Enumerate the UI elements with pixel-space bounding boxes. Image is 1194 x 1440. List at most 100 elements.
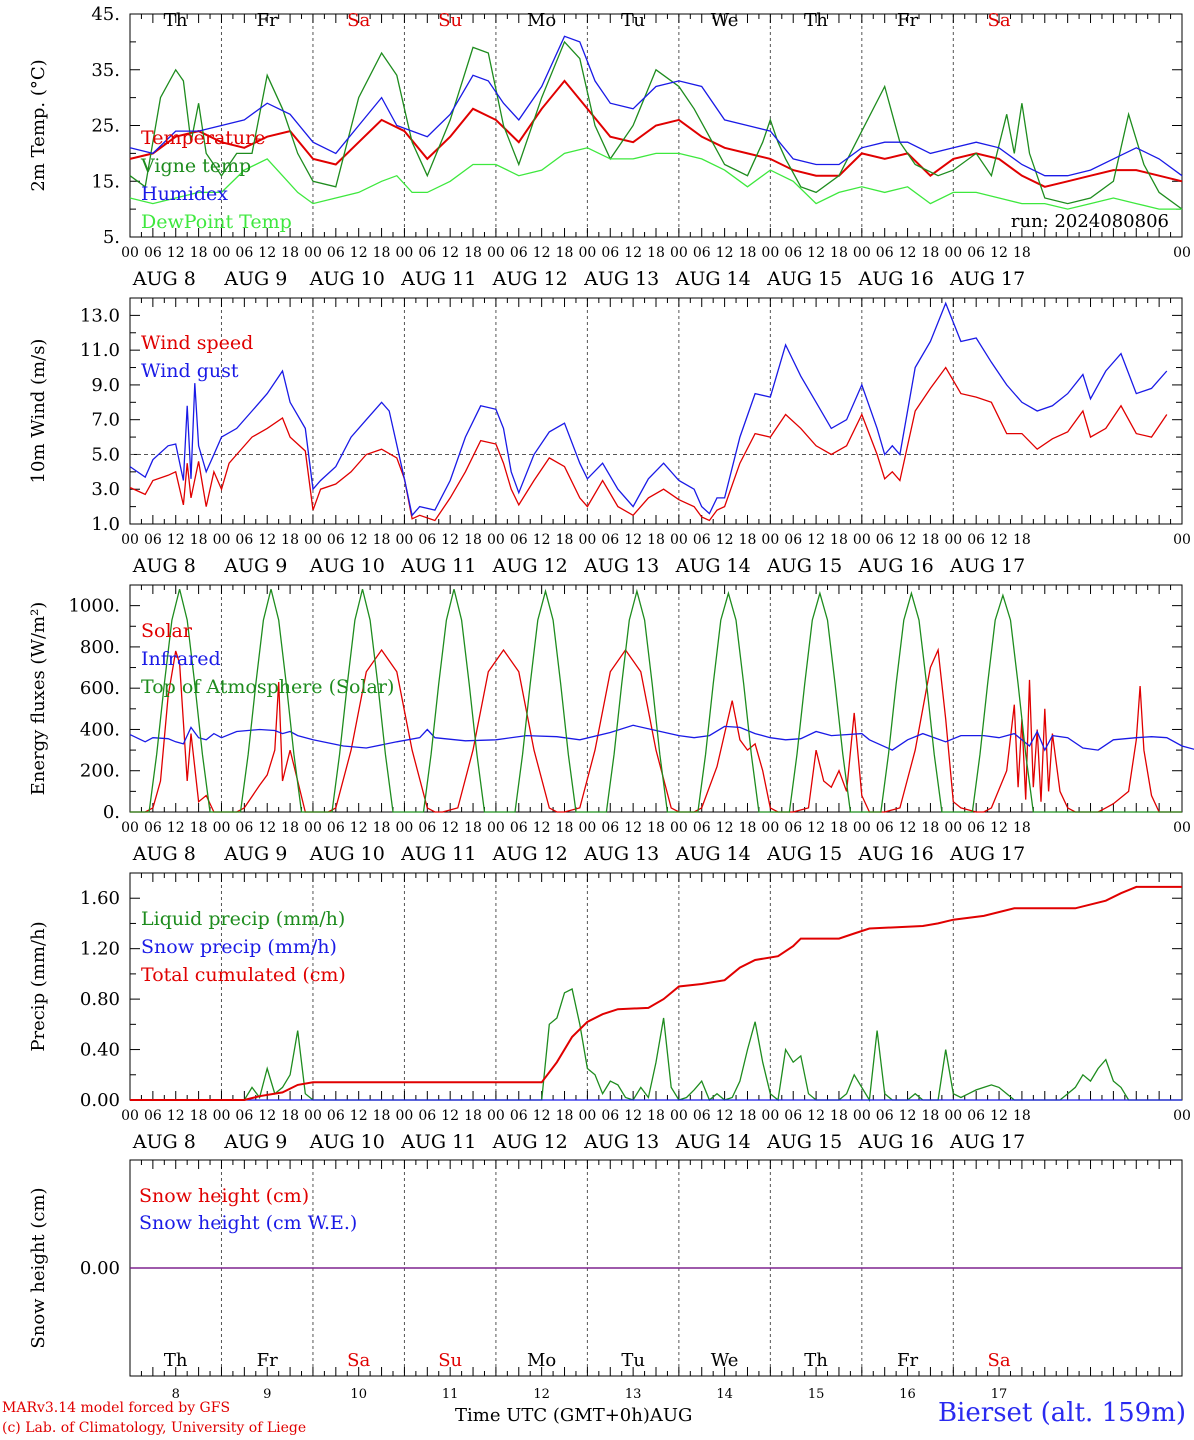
hour-tick-label: 00 [121, 1108, 139, 1124]
hour-tick-label: 18 [190, 532, 208, 548]
hour-tick-label: 18 [647, 1108, 665, 1124]
hour-tick-label: 00 [213, 820, 231, 836]
day-number-label: 11 [442, 1387, 459, 1402]
hour-tick-label: 12 [533, 245, 551, 261]
hour-tick-label: 18 [922, 1108, 940, 1124]
series-line-infrared [129, 724, 1194, 752]
series-line-wind-gust [129, 301, 1168, 517]
legend-entry: Snow precip (mm/h) [141, 936, 337, 958]
hour-tick-label: 06 [235, 1108, 253, 1124]
hour-tick-label: 18 [922, 245, 940, 261]
hour-tick-label: 06 [876, 245, 894, 261]
y-tick-label: 1.60 [80, 888, 120, 909]
hour-tick-label: 00 [853, 820, 871, 836]
date-label: AUG 13 [583, 1131, 659, 1153]
hour-tick-label: 18 [647, 532, 665, 548]
hour-tick-label: 06 [601, 245, 619, 261]
weekday-label: We [711, 1350, 739, 1371]
hour-tick-label: 00 [761, 1108, 779, 1124]
hour-tick-label: 06 [510, 1108, 528, 1124]
date-label: AUG 12 [492, 268, 568, 290]
run-label: run: 2024080806 [1011, 211, 1169, 232]
hour-tick-label: 12 [533, 1108, 551, 1124]
day-number-label: 13 [625, 1387, 642, 1402]
hour-tick-label: 00 [578, 1108, 596, 1124]
weekday-label: Fr [257, 10, 278, 31]
hour-tick-label: 18 [830, 1108, 848, 1124]
hour-tick-label: 06 [876, 820, 894, 836]
hour-tick-label: 00 [944, 532, 962, 548]
hour-tick-label: 12 [990, 1108, 1008, 1124]
panel-3 [129, 584, 1194, 813]
hour-tick-label: 12 [441, 532, 459, 548]
weekday-label: Mo [527, 1350, 556, 1371]
date-label: AUG 9 [223, 1131, 287, 1153]
panel-frame [129, 297, 1183, 525]
date-label: AUG 13 [583, 268, 659, 290]
weekday-label: Th [804, 1350, 828, 1371]
date-label: AUG 11 [400, 555, 476, 577]
y-tick-label: 0.00 [80, 1258, 120, 1279]
hour-tick-label: 00 [121, 532, 139, 548]
hour-tick-label: 18 [464, 245, 482, 261]
hour-tick-label: 06 [967, 1108, 985, 1124]
hour-tick-label: 06 [418, 532, 436, 548]
date-label: AUG 8 [132, 843, 196, 865]
hour-tick-label: 06 [784, 245, 802, 261]
hour-tick-label: 18 [1013, 820, 1031, 836]
date-label: AUG 10 [309, 1131, 385, 1153]
hour-tick-label: 06 [327, 1108, 345, 1124]
hour-tick-label: 18 [190, 245, 208, 261]
weekday-label: Fr [257, 1350, 278, 1371]
day-number-label: 10 [350, 1387, 367, 1402]
y-tick-label: 11.0 [80, 340, 120, 361]
hour-tick-label: 12 [899, 532, 917, 548]
hour-tick-label: 12 [624, 532, 642, 548]
hour-tick-label: 12 [350, 532, 368, 548]
y-tick-label: 7.0 [91, 410, 120, 431]
hour-tick-label: 00 [853, 245, 871, 261]
y-tick-label: 5.0 [91, 444, 120, 465]
legend-entry: Temperature [141, 127, 265, 149]
legend-entry: Total cumulated (cm) [141, 964, 346, 986]
hour-tick-label: 18 [373, 820, 391, 836]
panel-5 [129, 1159, 1183, 1377]
series-line-top-of-atmosphere-solar [130, 588, 1182, 813]
weekday-label: Mo [527, 10, 556, 31]
y-tick-label: 1000. [68, 596, 120, 617]
hour-tick-label: 00 [670, 245, 688, 261]
hour-tick-label: 00 [761, 532, 779, 548]
hour-tick-label: 00 [578, 245, 596, 261]
series-line-temperature [129, 79, 1183, 188]
hour-tick-label: 18 [556, 1108, 574, 1124]
hour-tick-label: 18 [739, 532, 757, 548]
hour-tick-label: 00 [853, 1108, 871, 1124]
y-tick-label: 0. [103, 802, 120, 823]
date-label: AUG 8 [132, 1131, 196, 1153]
date-label: AUG 16 [858, 1131, 934, 1153]
weekday-label: Sa [988, 1350, 1011, 1371]
series-line-wind-speed [129, 366, 1168, 522]
hour-tick-label: 00 [944, 820, 962, 836]
hour-tick-label: 12 [990, 532, 1008, 548]
date-label: AUG 16 [858, 843, 934, 865]
hour-tick-label: 06 [967, 245, 985, 261]
legend-entry: Top of Atmosphere (Solar) [141, 676, 394, 698]
hour-tick-label: 18 [373, 1108, 391, 1124]
weekday-label: Su [438, 1350, 462, 1371]
date-label: AUG 14 [675, 843, 751, 865]
date-label: AUG 17 [949, 1131, 1025, 1153]
hour-tick-label: 18 [647, 820, 665, 836]
legend-entry: Snow height (cm W.E.) [139, 1212, 357, 1234]
date-label: AUG 9 [223, 268, 287, 290]
date-label: AUG 12 [492, 555, 568, 577]
hour-tick-label: 00 [396, 820, 414, 836]
hour-tick-label: 00 [304, 820, 322, 836]
date-label: AUG 15 [766, 555, 842, 577]
hour-tick-label: 00 [1173, 1108, 1191, 1124]
hour-tick-label: 06 [510, 532, 528, 548]
x-axis-label-text: Time UTC (GMT+0h) [455, 1405, 650, 1426]
hour-tick-label: 18 [373, 245, 391, 261]
hour-tick-label: 12 [533, 820, 551, 836]
